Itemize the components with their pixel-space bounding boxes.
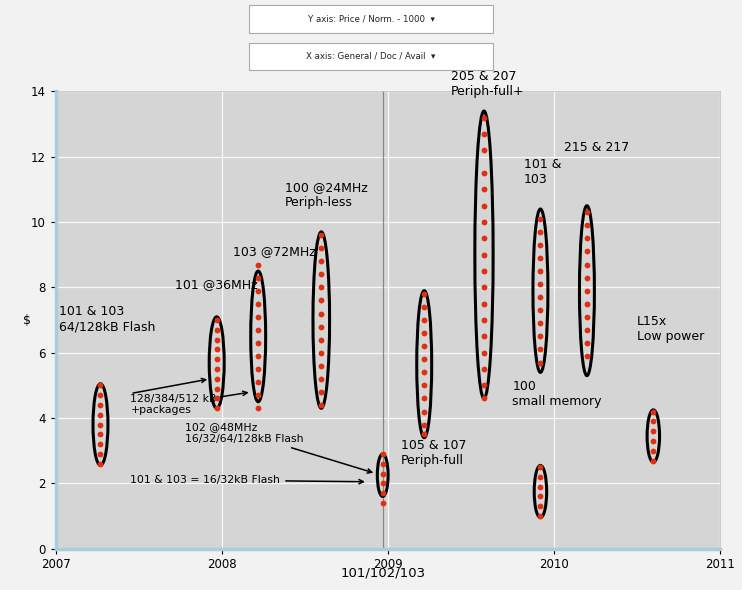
FancyBboxPatch shape <box>249 5 493 32</box>
Text: X axis: General / Doc / Avail  ▾: X axis: General / Doc / Avail ▾ <box>306 52 436 61</box>
Text: 102 @48MHz
16/32/64/128kB Flash: 102 @48MHz 16/32/64/128kB Flash <box>186 422 372 473</box>
Text: 101 & 103
64/128kB Flash: 101 & 103 64/128kB Flash <box>59 305 155 333</box>
Y-axis label: $: $ <box>23 313 30 327</box>
Text: 128/384/512 kB
+packages: 128/384/512 kB +packages <box>131 391 247 415</box>
Text: 101 @36MHz: 101 @36MHz <box>175 278 257 291</box>
Text: L15x
Low power: L15x Low power <box>637 315 704 343</box>
Text: 215 & 217: 215 & 217 <box>564 140 629 153</box>
Text: 103 @72MHz: 103 @72MHz <box>233 245 316 258</box>
Text: Y axis: Price / Norm. - 1000  ▾: Y axis: Price / Norm. - 1000 ▾ <box>308 14 434 24</box>
Text: 100
small memory: 100 small memory <box>512 381 602 408</box>
Text: 101 & 103 = 16/32kB Flash: 101 & 103 = 16/32kB Flash <box>131 475 364 485</box>
Text: 100 @24MHz
Periph-less: 100 @24MHz Periph-less <box>285 181 367 209</box>
FancyBboxPatch shape <box>249 43 493 70</box>
Text: 101 &
103: 101 & 103 <box>524 158 562 186</box>
Text: 105 & 107
Periph-full: 105 & 107 Periph-full <box>401 439 467 467</box>
Text: 205 & 207
Periph-full+: 205 & 207 Periph-full+ <box>451 70 525 98</box>
Text: 101/102/103: 101/102/103 <box>340 566 425 579</box>
